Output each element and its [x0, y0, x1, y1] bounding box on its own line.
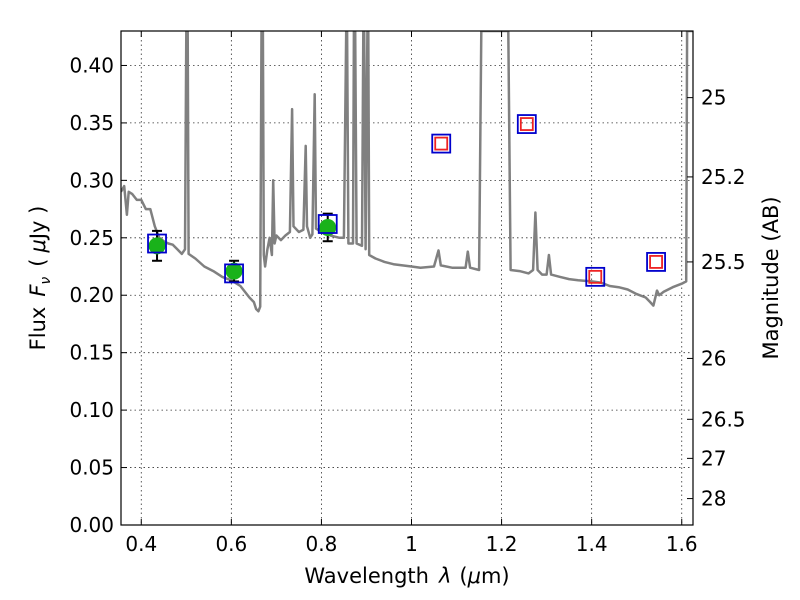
- spectrum-line: [121, 31, 693, 313]
- y-tick-label: 0.05: [69, 456, 114, 480]
- model-flux-square: [431, 133, 452, 154]
- observed-flux-point: [148, 237, 166, 255]
- model-flux-square: [646, 252, 666, 272]
- model-flux-square: [224, 263, 244, 284]
- y2-tick-label: 26.5: [701, 407, 746, 431]
- axis-ticks: 0.4 0.6 0.8 1 1.2 1.4 1.6 0.00 0.05 0.10 0.15 0.20 0…: [69, 31, 746, 556]
- x-tick-label: 0.6: [215, 532, 247, 556]
- y-tick-label: 0.10: [69, 398, 114, 422]
- y2-tick-label: 27: [701, 446, 726, 470]
- model-flux-square: [516, 114, 537, 134]
- model-spectrum: [121, 31, 693, 313]
- x-tick-label: 1: [405, 532, 418, 556]
- model-flux-square: [317, 214, 338, 234]
- y-tick-label: 0.40: [69, 53, 114, 77]
- grid-lines: [121, 31, 693, 526]
- model-flux-square: [147, 233, 167, 254]
- model-flux-square: [585, 266, 606, 287]
- model-flux-inner-square: [519, 117, 534, 131]
- y-tick-label: 0.15: [69, 341, 114, 365]
- x-tick-label: 0.4: [125, 532, 157, 556]
- x-tick-label: 1.6: [666, 532, 698, 556]
- y2-tick-label: 25.5: [701, 250, 746, 274]
- y2-axis-label: Magnitude (AB): [759, 196, 783, 359]
- model-flux-inner-square: [649, 255, 663, 269]
- y-tick-label: 0.25: [69, 226, 114, 250]
- photometry-points: [147, 114, 666, 287]
- y-tick-label: 0.30: [69, 168, 114, 192]
- y-tick-label: 0.00: [69, 513, 114, 537]
- model-flux-inner-square: [434, 136, 449, 151]
- y-axis-label: FluxFν(μJy ): [26, 206, 54, 351]
- y2-tick-label: 25: [701, 86, 726, 110]
- y2-tick-label: 25.2: [701, 165, 746, 189]
- observed-flux-point: [319, 218, 337, 236]
- y-tick-label: 0.35: [69, 111, 114, 135]
- x-axis-label: Wavelength λ (μm): [304, 564, 509, 588]
- x-tick-label: 1.2: [486, 532, 518, 556]
- model-flux-inner-square: [588, 269, 603, 284]
- y-tick-label: 0.20: [69, 283, 114, 307]
- x-tick-label: 0.8: [306, 532, 338, 556]
- plot-frame: [120, 30, 694, 526]
- y2-tick-label: 26: [701, 346, 726, 370]
- y2-tick-label: 28: [701, 487, 726, 511]
- observed-flux-point: [225, 262, 243, 280]
- x-tick-label: 1.4: [576, 532, 608, 556]
